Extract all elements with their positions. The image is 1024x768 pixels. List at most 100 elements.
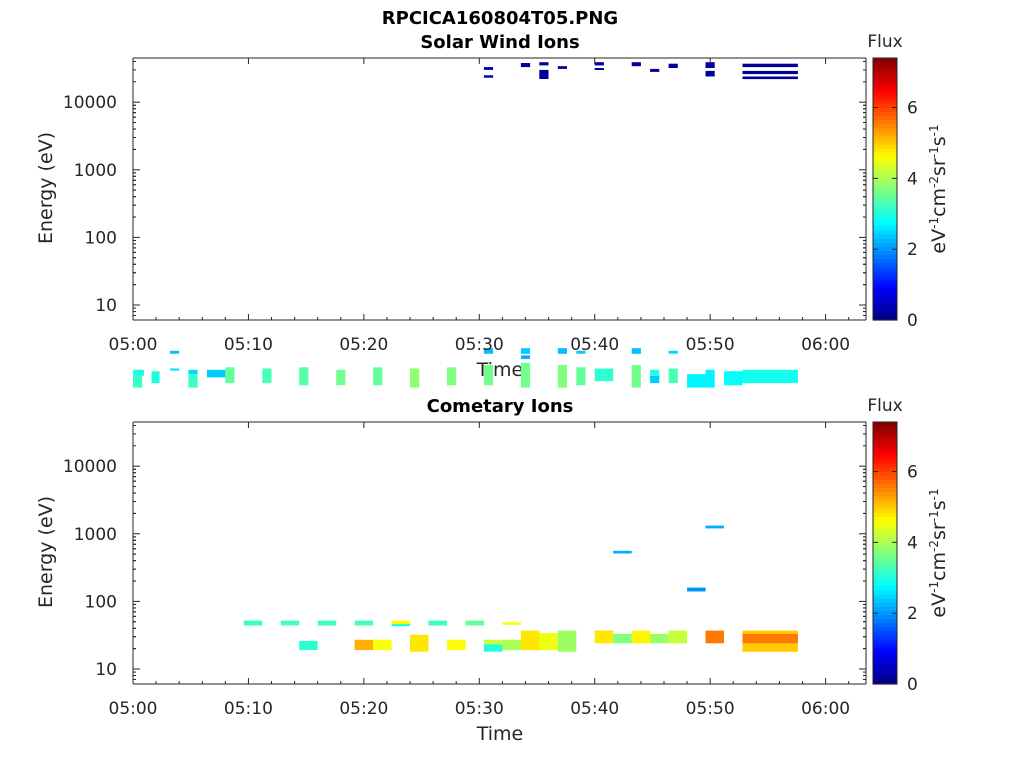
heatmap-cell bbox=[262, 368, 272, 384]
colorbar-segment bbox=[873, 565, 897, 570]
colorbar-segment bbox=[873, 143, 897, 149]
heatmap-cell bbox=[576, 367, 586, 386]
colorbar-segment bbox=[873, 135, 897, 141]
heatmap-cell bbox=[483, 67, 494, 70]
colorbar-segment bbox=[873, 532, 897, 538]
heatmap-cell bbox=[169, 368, 180, 371]
heatmap-cell bbox=[668, 63, 678, 68]
colorbar-segment bbox=[873, 430, 897, 435]
heatmap-cell bbox=[742, 76, 798, 80]
colorbar-segment bbox=[873, 610, 897, 615]
heatmap-cell bbox=[133, 369, 144, 376]
heatmap-cell bbox=[502, 639, 521, 651]
colorbar-segment bbox=[873, 585, 897, 591]
colorbar-segment bbox=[873, 254, 897, 260]
colorbar-segment bbox=[873, 499, 897, 505]
colorbar-frame bbox=[872, 421, 898, 685]
heatmap-cell bbox=[742, 70, 798, 75]
colorbar-segment bbox=[873, 115, 897, 120]
colorbar-segment bbox=[873, 651, 897, 656]
colorbar: 0 2 4 6 bbox=[872, 421, 918, 695]
colorbar-tick-label: 0 bbox=[907, 675, 918, 695]
heatmap-cell bbox=[317, 620, 337, 626]
heatmap-cell bbox=[483, 639, 503, 645]
colorbar: 0 2 4 6 bbox=[872, 57, 918, 331]
colorbar-segment bbox=[873, 266, 897, 272]
heatmap-cell bbox=[557, 364, 567, 388]
colorbar-segment bbox=[873, 62, 897, 67]
spectrogram-cells bbox=[133, 62, 798, 388]
heatmap-cell bbox=[447, 367, 457, 386]
y-axis-label: Energy (eV) bbox=[35, 496, 57, 608]
colorbar-segment bbox=[873, 598, 897, 603]
colorbar-title: Flux bbox=[867, 396, 902, 416]
colorbar-segment bbox=[873, 647, 897, 652]
colorbar-segment bbox=[873, 471, 897, 476]
colorbar-segment bbox=[873, 152, 897, 157]
panel-cometary-ions: Cometary Ions Flux Time Energy (eV) 05:0… bbox=[35, 396, 950, 745]
heatmap-cell bbox=[299, 640, 318, 651]
colorbar-segment bbox=[873, 307, 897, 313]
colorbar-segment bbox=[873, 618, 897, 624]
heatmap-cell bbox=[391, 620, 411, 625]
figure-title: RPCICA160804T05.PNG bbox=[382, 8, 618, 29]
heatmap-cell bbox=[631, 348, 641, 354]
colorbar-segment bbox=[873, 544, 897, 550]
colorbar-segment bbox=[873, 655, 897, 661]
heatmap-cell bbox=[705, 70, 715, 77]
colorbar-segment bbox=[873, 213, 897, 219]
heatmap-cell bbox=[354, 639, 374, 651]
colorbar-segment bbox=[873, 495, 897, 501]
heatmap-cell bbox=[410, 634, 429, 652]
colorbar-segment bbox=[873, 225, 897, 231]
colorbar-segment bbox=[873, 442, 897, 448]
colorbar-segment bbox=[873, 111, 897, 116]
x-tick-label: 05:50 bbox=[686, 699, 735, 719]
heatmap-cell bbox=[705, 62, 715, 68]
y-tick-label: 1000 bbox=[74, 161, 117, 181]
heatmap-cell bbox=[299, 367, 309, 386]
colorbar-segment bbox=[873, 217, 897, 223]
colorbar-segment bbox=[873, 78, 897, 84]
colorbar-segment bbox=[873, 315, 897, 321]
heatmap-cell bbox=[133, 369, 143, 388]
colorbar-tick-label: 0 bbox=[907, 311, 918, 331]
heatmap-cell bbox=[724, 371, 743, 386]
colorbar-segment bbox=[873, 589, 897, 595]
colorbar-segment bbox=[873, 450, 897, 456]
x-tick-label: 05:40 bbox=[570, 699, 619, 719]
colorbar-segment bbox=[873, 581, 897, 587]
colorbar-segment bbox=[873, 119, 897, 125]
colorbar-segment bbox=[873, 467, 897, 472]
heatmap-cell bbox=[668, 630, 688, 644]
colorbar-segment bbox=[873, 462, 897, 468]
colorbar-tick-label: 2 bbox=[907, 604, 918, 624]
heatmap-cell bbox=[594, 368, 614, 382]
heatmap-cell bbox=[520, 63, 531, 68]
x-axis-label: Time bbox=[476, 723, 524, 745]
colorbar-segment bbox=[873, 250, 897, 256]
y-tick-label: 10000 bbox=[63, 457, 117, 477]
panel-title: Cometary Ions bbox=[427, 396, 574, 417]
colorbar-segment bbox=[873, 638, 897, 644]
colorbar-segment bbox=[873, 184, 897, 190]
colorbar-segment bbox=[873, 557, 897, 562]
colorbar-segment bbox=[873, 491, 897, 497]
colorbar-segment bbox=[873, 659, 897, 665]
x-tick-label: 05:20 bbox=[339, 335, 388, 355]
colorbar-segment bbox=[873, 246, 897, 251]
heatmap-cell bbox=[631, 364, 641, 388]
colorbar-segment bbox=[873, 634, 897, 640]
heatmap-cell bbox=[650, 375, 660, 384]
colorbar-title: Flux bbox=[867, 32, 902, 52]
spectrogram-cells bbox=[243, 525, 798, 652]
colorbar-segment bbox=[873, 172, 897, 178]
colorbar-segment bbox=[873, 98, 897, 104]
heatmap-cell bbox=[539, 62, 549, 66]
heatmap-cell bbox=[520, 630, 540, 651]
colorbar-segment bbox=[873, 193, 897, 198]
colorbar-segment bbox=[873, 569, 897, 575]
colorbar-segment bbox=[873, 299, 897, 305]
heatmap-cell bbox=[483, 75, 494, 78]
heatmap-cell bbox=[742, 633, 798, 644]
